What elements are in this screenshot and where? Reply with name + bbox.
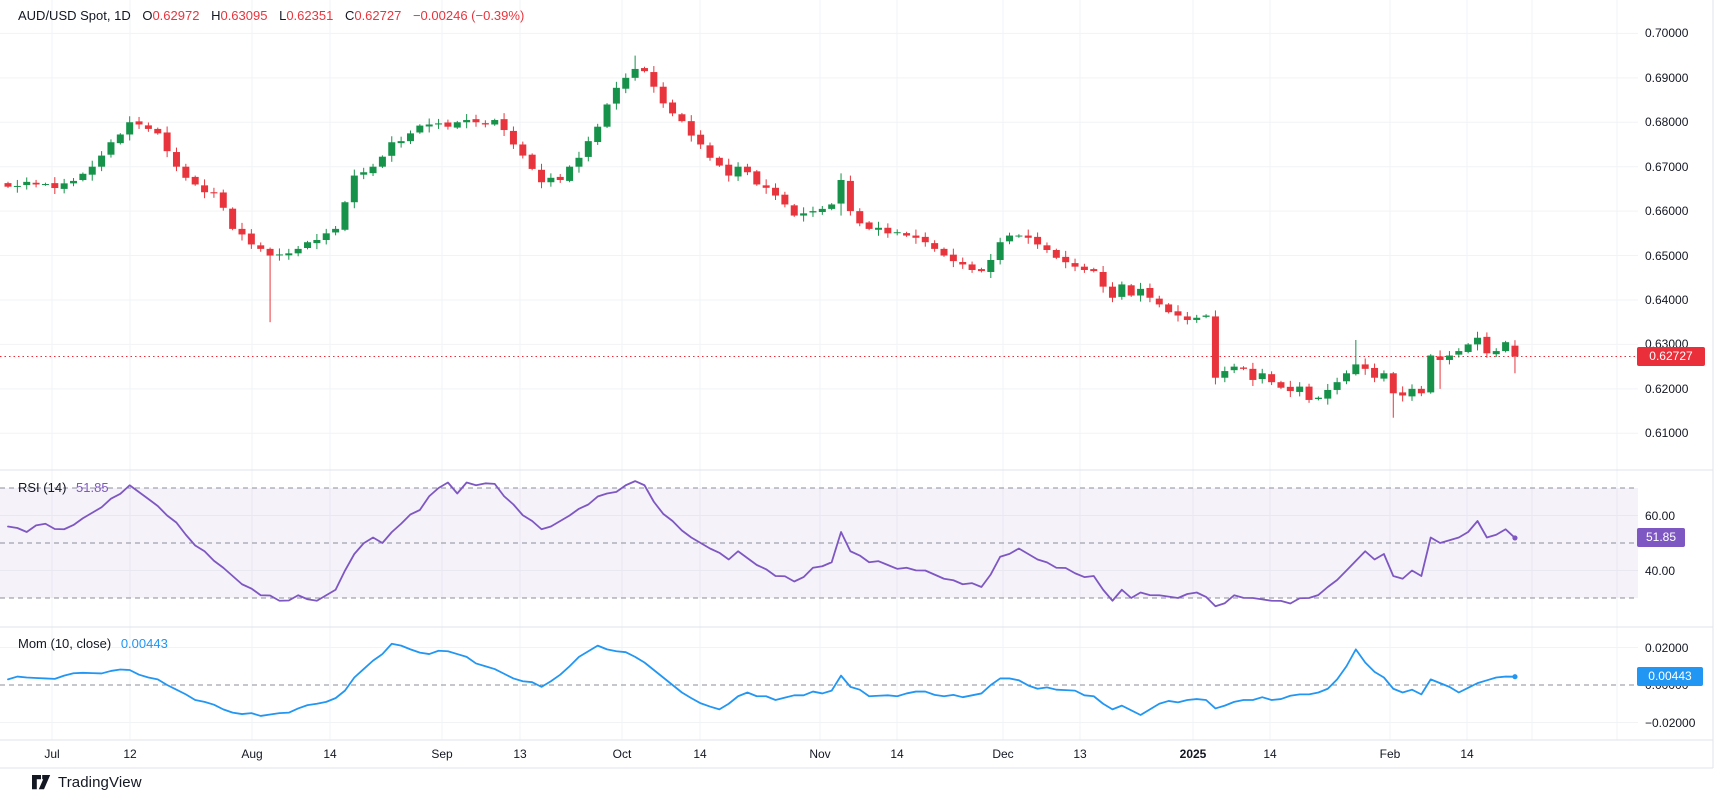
footer: TradingView	[32, 774, 142, 791]
low-value: 0.62351	[286, 8, 334, 23]
time-axis-label: Jul	[44, 747, 60, 761]
time-axis-label: 14	[693, 747, 707, 761]
mom-label: Mom (10, close)	[18, 636, 112, 651]
price-axis-label: 0.67000	[1645, 159, 1689, 174]
time-axis-label: 13	[513, 747, 527, 761]
time-axis-label: Oct	[612, 747, 632, 761]
price-axis-label: 0.69000	[1645, 70, 1689, 85]
price-axis-label: 0.61000	[1645, 426, 1689, 441]
price-axis-label: 0.62000	[1645, 381, 1689, 396]
time-axis-label: 14	[323, 747, 337, 761]
rsi-label: RSI (14)	[18, 480, 67, 495]
time-axis-label: 14	[890, 747, 904, 761]
time-axis-label: 14	[1263, 747, 1277, 761]
mom-value-badge: 0.00443	[1637, 667, 1703, 686]
rsi-axis-label: 60.00	[1645, 508, 1676, 523]
price-axis-label: 0.70000	[1645, 26, 1689, 41]
open-label: O	[142, 8, 153, 23]
time-axis-label: Dec	[992, 747, 1014, 761]
main-chart-legend[interactable]: AUD/USD Spot, 1D O0.62972 H0.63095 L0.62…	[18, 8, 524, 23]
time-axis-label: 13	[1073, 747, 1087, 761]
open-value: 0.62972	[152, 8, 200, 23]
time-axis-label: Sep	[431, 747, 453, 761]
rsi-axis-label: 40.00	[1645, 563, 1676, 578]
rsi-legend[interactable]: RSI (14) 51.85	[18, 480, 109, 495]
close-label: C	[344, 8, 355, 23]
time-axis-label: Aug	[241, 747, 263, 761]
time-axis-label: Nov	[809, 747, 831, 761]
tradingview-logo-icon[interactable]	[32, 774, 51, 791]
mom-legend[interactable]: Mom (10, close) 0.00443	[18, 636, 168, 651]
rsi-value-badge: 51.85	[1637, 528, 1685, 547]
mom-axis-label: 0.02000	[1645, 640, 1689, 655]
price-axis-label: 0.68000	[1645, 115, 1689, 130]
symbol-title: AUD/USD Spot, 1D	[18, 8, 131, 23]
price-axis-label: 0.64000	[1645, 292, 1689, 307]
high-label: H	[211, 8, 221, 23]
time-axis-label: 12	[123, 747, 137, 761]
time-axis-label: 2025	[1179, 747, 1207, 761]
last-price-badge: 0.62727	[1637, 347, 1705, 366]
price-axis-label: 0.65000	[1645, 248, 1689, 263]
price-axis-label: 0.66000	[1645, 204, 1689, 219]
mom-axis-label: −0.02000	[1645, 715, 1696, 730]
tradingview-brand-text[interactable]: TradingView	[58, 774, 142, 791]
close-value: 0.62727	[354, 8, 402, 23]
change-value: −0.00246 (−0.39%)	[412, 8, 525, 23]
time-axis-label: 14	[1460, 747, 1474, 761]
time-axis-label: Feb	[1379, 747, 1401, 761]
high-value: 0.63095	[220, 8, 268, 23]
rsi-value: 51.85	[76, 480, 109, 495]
mom-value: 0.00443	[120, 636, 168, 651]
low-label: L	[279, 8, 287, 23]
